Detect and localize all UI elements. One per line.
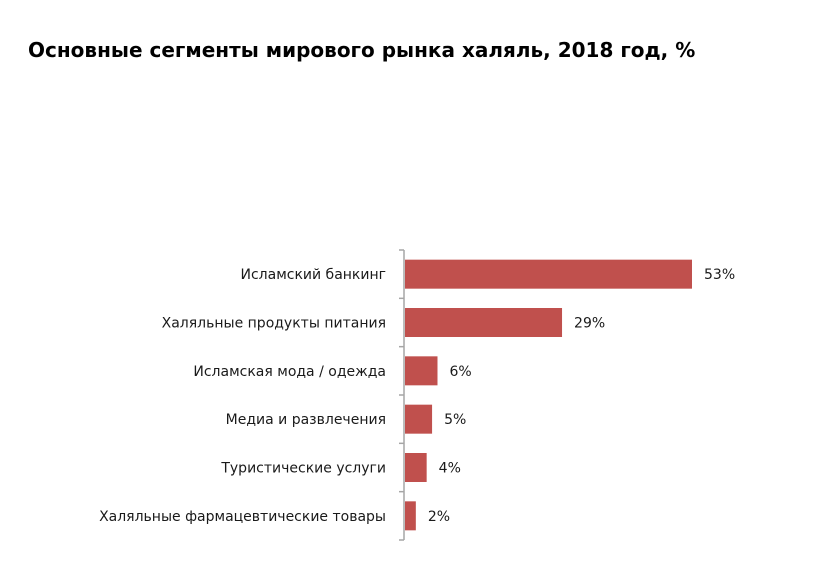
category-label: Халяльные фармацевтические товары [99, 509, 386, 525]
data-label: 5% [444, 412, 466, 428]
data-label: 2% [428, 509, 450, 525]
data-label: 53% [704, 267, 735, 283]
category-label: Исламская мода / одежда [193, 364, 386, 380]
category-label: Исламский банкинг [241, 267, 387, 283]
data-label: 4% [439, 461, 461, 477]
bar [405, 308, 563, 337]
bar [405, 356, 438, 386]
category-label: Халяльные продукты питания [162, 316, 386, 332]
bar [405, 453, 427, 482]
bar [405, 404, 433, 434]
data-label: 6% [449, 364, 471, 380]
bar [405, 501, 416, 531]
category-label: Туристические услуги [220, 461, 386, 477]
bar [405, 259, 692, 289]
data-label: 29% [574, 316, 605, 332]
chart-title: Основные сегменты мирового рынка халяль,… [28, 38, 696, 62]
category-label: Медиа и развлечения [226, 412, 386, 428]
